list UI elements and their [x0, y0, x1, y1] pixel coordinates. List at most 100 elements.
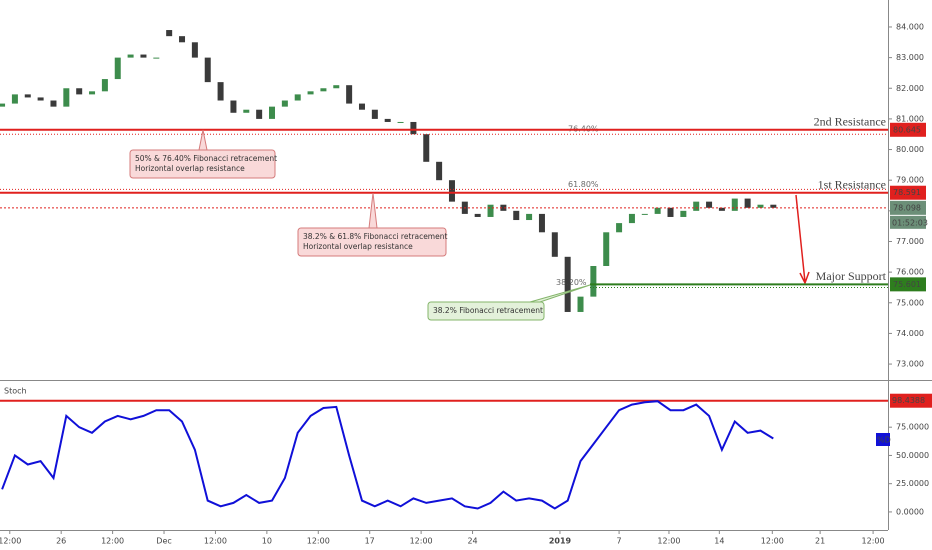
candle: [680, 210, 687, 217]
candle: [127, 54, 134, 58]
candle: [757, 204, 764, 208]
y-tick-label: 77.000: [896, 237, 924, 246]
candle: [230, 100, 237, 113]
price-tag-label: 78.591: [893, 188, 921, 197]
y-tick-label: 84.000: [896, 22, 924, 31]
x-tick-label: 2019: [549, 537, 572, 546]
y-tick-label: 80.000: [896, 145, 924, 154]
candle: [436, 161, 443, 181]
countdown: 01:52:03: [892, 218, 928, 227]
candle: [513, 210, 520, 221]
candle: [371, 109, 378, 119]
candle: [641, 213, 648, 215]
y-tick-label: 82.000: [896, 84, 924, 93]
x-tick-label: 7: [617, 537, 622, 546]
x-tick-label: 14: [714, 537, 724, 546]
candle: [744, 198, 751, 208]
y-tick-label: 76.000: [896, 268, 924, 277]
candle: [603, 232, 610, 266]
candle: [616, 223, 623, 233]
y-tick-label: 73.000: [896, 360, 924, 369]
price-tag-label: 75.601: [893, 280, 921, 289]
candle: [448, 180, 455, 202]
candle: [217, 82, 224, 101]
candle: [24, 94, 31, 98]
level-name: 1st Resistance: [818, 177, 886, 191]
x-tick-label: 24: [467, 537, 477, 546]
x-tick-label: 12:00: [307, 537, 330, 546]
candle: [654, 207, 661, 214]
candle: [397, 121, 404, 123]
y-tick-label: 50.0000: [896, 451, 929, 460]
candle: [718, 207, 725, 211]
candle: [76, 88, 83, 95]
callout-text: 50% & 76.40% Fibonacci retracement: [135, 154, 277, 163]
x-tick-label: 26: [56, 537, 66, 546]
y-tick-label: 75.0000: [896, 423, 929, 432]
candle: [423, 134, 430, 162]
candle: [628, 213, 635, 224]
x-tick-label: 12:00: [204, 537, 227, 546]
candle: [526, 213, 533, 221]
candle: [37, 97, 44, 101]
x-tick-label: 21: [815, 537, 825, 546]
candle: [50, 100, 57, 107]
price-tag: [890, 393, 932, 408]
candle: [256, 109, 263, 119]
candle: [384, 118, 391, 122]
callout-text: 38.2% Fibonacci retracement: [433, 306, 543, 315]
candle: [191, 42, 198, 58]
candle: [346, 85, 353, 104]
callout-box: [427, 301, 545, 321]
candle: [410, 121, 417, 135]
countdown-tag: [890, 215, 926, 229]
fib-label: 61.80%: [568, 180, 599, 189]
candle: [269, 106, 276, 119]
candle: [333, 85, 340, 89]
candle: [500, 204, 507, 211]
callout-pointer: [198, 129, 208, 151]
candle: [114, 57, 121, 80]
price-tag: [890, 122, 926, 137]
callout-pointer: [529, 284, 591, 303]
candle: [140, 54, 147, 58]
candle: [281, 100, 288, 107]
y-tick-label: 79.000: [896, 176, 924, 185]
x-tick-label: 12:00: [862, 537, 885, 546]
candle: [63, 88, 70, 107]
candle: [320, 88, 327, 92]
candle: [551, 232, 558, 257]
legend-box: [876, 433, 890, 446]
candle: [307, 91, 314, 95]
x-tick-label: 10: [262, 537, 272, 546]
price-tag-label: 98.4388: [892, 396, 925, 405]
candle: [243, 109, 250, 113]
level-name: Major Support: [816, 269, 887, 283]
candle: [706, 201, 713, 208]
candle: [204, 57, 211, 83]
candle: [11, 94, 18, 104]
candle: [590, 266, 597, 297]
indicator-title: Stoch: [4, 387, 27, 396]
candle: [731, 198, 738, 211]
y-tick-label: 74.000: [896, 329, 924, 338]
x-tick-label: 12:00: [0, 537, 21, 546]
candle: [693, 201, 700, 211]
price-tag-label: 80.645: [893, 125, 921, 134]
callout-box: [129, 149, 276, 179]
candle: [89, 91, 96, 95]
x-tick-label: 12:00: [410, 537, 433, 546]
candle: [564, 256, 571, 312]
candle: [538, 213, 545, 233]
callout-text: Horizontal overlap resistance: [303, 242, 413, 251]
y-tick-label: 83.000: [896, 53, 924, 62]
x-tick-label: 12:00: [657, 537, 680, 546]
candle: [179, 36, 186, 43]
price-tag: [890, 277, 926, 292]
candle: [577, 296, 584, 312]
price-tag: [890, 200, 926, 215]
candle: [0, 103, 6, 107]
candle: [474, 213, 481, 217]
